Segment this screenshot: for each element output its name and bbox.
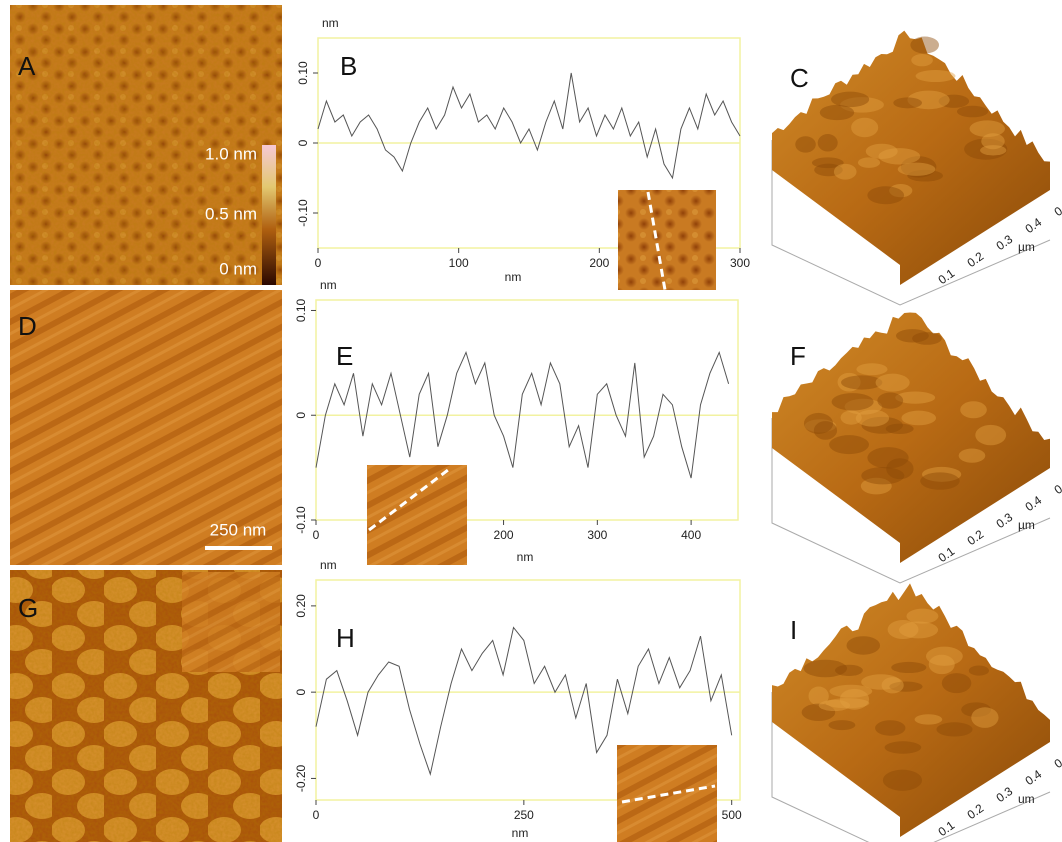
surface-bump (804, 413, 833, 434)
inset-image (182, 572, 280, 672)
panel-label: A (18, 51, 36, 81)
surface-bump (886, 424, 914, 434)
surface-bump (875, 720, 905, 736)
x-tick-label: 300 (730, 256, 750, 270)
surface-bump (877, 392, 903, 408)
surface-bump (969, 665, 989, 675)
surface-bump (898, 163, 936, 176)
inset-image (618, 190, 716, 290)
panel-label: G (18, 593, 38, 623)
surface-bump (885, 741, 922, 753)
surface-bump (891, 662, 926, 673)
y-tick-label: -0.10 (294, 506, 308, 534)
figure: 1.0 nm 0.5 nm 0 nm 250 nm A D G -0.10 0 0.… (0, 0, 1062, 842)
surface-bump (957, 106, 988, 118)
surface-bump (901, 411, 936, 426)
surface-bump (926, 647, 963, 666)
panel-label: B (340, 51, 357, 81)
y-tick-label: 0 (296, 139, 310, 146)
x-tick-label: 100 (449, 256, 469, 270)
y-axis-label: nm (320, 278, 337, 292)
x-tick-label: 250 (514, 808, 534, 822)
surface-bump (847, 636, 881, 654)
x-tick-label: 400 (681, 528, 701, 542)
surface-bump (960, 401, 987, 418)
surface-bump (829, 435, 869, 454)
surface-bump (878, 148, 920, 164)
axis-unit: µm (1018, 518, 1035, 532)
surface-bump (975, 425, 1006, 445)
surface-bump (841, 410, 862, 424)
y-tick-label: 0 (294, 689, 308, 696)
y-tick-label: 0.10 (296, 61, 310, 85)
y-tick-label: -0.10 (296, 199, 310, 227)
x-axis-label: nm (517, 550, 534, 564)
surface-bump (920, 472, 960, 489)
surface-bump (829, 720, 856, 730)
scale-bar-label: 250 nm (210, 520, 267, 539)
x-tick-label: 500 (722, 808, 742, 822)
surface-bump (916, 70, 956, 82)
surface-bump (820, 105, 854, 120)
surface-bump (910, 37, 939, 54)
colorbar-label: 1.0 nm (205, 144, 257, 163)
surface-bump (795, 136, 816, 152)
panel-label: H (336, 623, 355, 653)
x-tick-label: 0 (313, 528, 320, 542)
surface-bump (981, 133, 1004, 149)
y-axis-label: nm (320, 558, 337, 572)
panel-label: E (336, 341, 353, 371)
y-tick-label: 0.20 (294, 594, 308, 618)
surface-bump (893, 97, 922, 108)
surface-bump (834, 164, 857, 180)
panel-label: C (790, 63, 809, 93)
x-tick-label: 0 (315, 256, 322, 270)
x-tick-label: 200 (494, 528, 514, 542)
surface-bump (936, 722, 972, 736)
surface-bump (832, 393, 874, 410)
surface-bump (896, 329, 929, 342)
surface-bump (971, 707, 998, 728)
surface-bump (818, 134, 838, 151)
x-axis-label: nm (512, 826, 529, 840)
surface-bump (858, 157, 880, 168)
x-tick-label: 0 (313, 808, 320, 822)
surface-bump (819, 700, 850, 711)
x-tick-label: 200 (589, 256, 609, 270)
surface-bump (882, 677, 904, 693)
surface-bump (861, 467, 904, 484)
surface-bump (831, 92, 869, 107)
surface-bump (804, 660, 847, 677)
colorbar (262, 145, 276, 285)
surfaces: C0.10.20.30.40.5µmF0.10.20.30.40.5µmI0.1… (772, 31, 1062, 842)
surface-bump (867, 447, 908, 468)
x-axis-label: nm (505, 270, 522, 284)
panel-label: F (790, 341, 806, 371)
axis-unit: µm (1018, 240, 1035, 254)
y-tick-label: 0 (294, 412, 308, 419)
y-tick-label: -0.20 (294, 764, 308, 792)
surface-bump (959, 449, 986, 463)
surface-bump (906, 609, 938, 624)
axis-unit: um (1018, 792, 1035, 806)
inset-image (367, 465, 467, 565)
surface-bump (856, 363, 887, 375)
surface-bump (883, 770, 922, 791)
surface-bump (867, 186, 904, 204)
surface-bump (942, 673, 972, 693)
x-tick-label: 300 (587, 528, 607, 542)
surface-bump (915, 714, 943, 724)
surface-bump (899, 621, 938, 638)
y-tick-label: 0.10 (294, 298, 308, 322)
y-axis-label: nm (322, 16, 339, 30)
surface-bump (876, 374, 910, 392)
colorbar-label: 0.5 nm (205, 204, 257, 223)
surface-bump (911, 54, 933, 66)
panel-label: I (790, 615, 797, 645)
panel-label: D (18, 311, 37, 341)
page: {"chart_data":[ {"type":"line","panel":"… (0, 0, 1062, 842)
colorbar-label: 0 nm (219, 259, 257, 278)
surface-bump (829, 685, 872, 698)
surface-bump (851, 118, 878, 137)
